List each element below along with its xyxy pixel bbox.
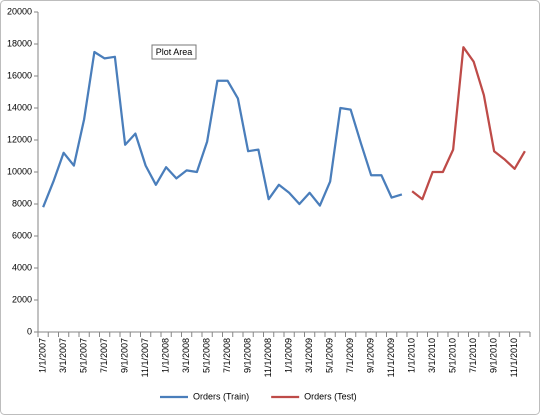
x-tick-label: 5/1/2008 [202, 338, 212, 373]
y-tick-label: 18000 [7, 38, 32, 48]
x-tick-label: 11/1/2008 [263, 338, 273, 377]
x-tick-label: 7/1/2007 [99, 338, 109, 373]
x-tick-label: 9/1/2010 [489, 338, 499, 373]
x-tick-label: 1/1/2007 [38, 338, 48, 373]
y-tick-label: 14000 [7, 102, 32, 112]
x-tick-label: 11/1/2007 [140, 338, 150, 377]
tooltip: Plot Area [151, 44, 197, 60]
x-tick-label: 3/1/2009 [304, 338, 314, 373]
x-tick-label: 3/1/2008 [181, 338, 191, 373]
x-tick-label: 5/1/2009 [325, 338, 335, 373]
series-line [42, 50, 403, 208]
y-tick-label: 4000 [12, 262, 32, 272]
y-tick-label: 16000 [7, 70, 32, 80]
y-tick-label: 0 [27, 326, 32, 336]
x-tick-label: 9/1/2009 [366, 338, 376, 373]
x-tick-label: 5/1/2010 [448, 338, 458, 373]
x-tick-label: 3/1/2007 [58, 338, 68, 373]
legend-label: Orders (Test) [304, 391, 357, 401]
x-tick-label: 1/1/2010 [407, 338, 417, 373]
x-tick-label: 1/1/2008 [161, 338, 171, 373]
legend-label: Orders (Train) [193, 391, 249, 401]
x-tick-label: 7/1/2009 [345, 338, 355, 373]
y-tick-label: 2000 [12, 294, 32, 304]
x-tick-label: 9/1/2008 [243, 338, 253, 373]
y-tick-label: 10000 [7, 166, 32, 176]
tooltip-box [151, 44, 197, 60]
x-tick-label: 11/1/2009 [386, 338, 396, 377]
series-line [411, 46, 526, 201]
y-tick-label: 6000 [12, 230, 32, 240]
x-tick-label: 9/1/2007 [120, 338, 130, 373]
tooltip-text: Plot Area [156, 47, 193, 57]
x-tick-label: 1/1/2009 [284, 338, 294, 373]
y-tick-label: 8000 [12, 198, 32, 208]
x-tick-label: 7/1/2010 [468, 338, 478, 373]
y-tick-label: 12000 [7, 134, 32, 144]
x-tick-label: 3/1/2010 [427, 338, 437, 373]
x-tick-label: 7/1/2008 [222, 338, 232, 373]
x-tick-label: 5/1/2007 [79, 338, 89, 373]
y-tick-label: 20000 [7, 6, 32, 16]
x-tick-label: 11/1/2010 [509, 338, 519, 377]
